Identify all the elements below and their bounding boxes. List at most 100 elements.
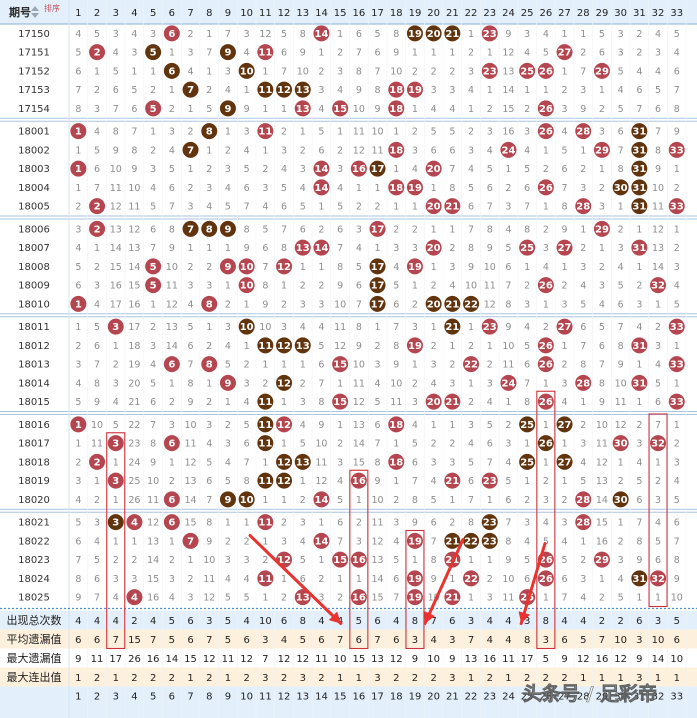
omission-value: 9: [505, 555, 511, 566]
omission-value: 3: [599, 281, 605, 292]
omission-value: 1: [580, 145, 586, 156]
stats-value: 4: [75, 616, 81, 627]
stats-row-label: 最大遗漏值: [7, 651, 62, 665]
omission-value: 6: [393, 299, 399, 310]
ball-number: 6: [168, 29, 175, 40]
ball-number: 25: [520, 457, 534, 468]
stats-value: 7: [374, 635, 380, 646]
consecutive-ball: [519, 416, 536, 433]
omission-value: 14: [166, 341, 178, 352]
ball-number: 5: [150, 48, 157, 59]
omission-value: 5: [636, 476, 642, 487]
drawn-ball: [350, 551, 367, 568]
omission-value: 1: [599, 574, 605, 585]
omission-value: 14: [110, 243, 122, 254]
drawn-ball: [332, 393, 349, 410]
omission-value: 4: [300, 420, 306, 431]
column-number-label: 30: [614, 8, 627, 19]
omission-value: 6: [674, 518, 680, 529]
omission-value: 24: [128, 457, 140, 468]
block-gap: [0, 508, 697, 513]
omission-value: 7: [412, 476, 418, 487]
omission-value: 8: [524, 224, 530, 235]
drawn-ball: [406, 179, 423, 196]
period-label: 18003: [18, 164, 50, 175]
drawn-ball: [481, 25, 498, 42]
ball-number: 30: [614, 439, 628, 450]
omission-value: 1: [300, 476, 306, 487]
footer-number-label: 18: [390, 692, 403, 703]
ball-number: 18: [389, 457, 403, 468]
drawn-ball: [313, 239, 330, 256]
ball-number: 11: [258, 476, 272, 487]
omission-value: 1: [281, 495, 287, 506]
ball-number: 21: [445, 299, 459, 310]
omission-value: 9: [375, 104, 381, 115]
period-label: 18019: [18, 476, 50, 487]
omission-value: 1: [487, 495, 493, 506]
omission-value: 6: [468, 202, 474, 213]
period-label: 18025: [18, 593, 50, 604]
drawn-ball: [444, 589, 461, 606]
omission-value: 21: [128, 397, 140, 408]
omission-value: 1: [412, 104, 418, 115]
omission-value: 17: [110, 299, 122, 310]
omission-value: 1: [674, 341, 680, 352]
omission-value: 1: [318, 555, 324, 566]
omission-value: 2: [225, 536, 231, 547]
block-gap: [0, 215, 697, 220]
omission-value: 1: [225, 518, 231, 529]
period-label: 18009: [18, 281, 50, 292]
drawn-ball: [406, 337, 423, 354]
ball-number: 25: [520, 420, 534, 431]
omission-value: 7: [449, 164, 455, 175]
omission-value: 2: [449, 518, 455, 529]
consecutive-ball: [294, 453, 311, 470]
omission-value: 7: [169, 202, 175, 213]
ball-number: 5: [150, 104, 157, 115]
drawn-ball: [313, 179, 330, 196]
column-number-label: 25: [521, 8, 534, 19]
consecutive-ball: [294, 337, 311, 354]
omission-value: 11: [185, 439, 197, 450]
omission-value: 6: [599, 341, 605, 352]
omission-value: 5: [281, 29, 287, 40]
footer-number-label: 13: [296, 692, 309, 703]
omission-value: 1: [300, 360, 306, 371]
omission-value: 3: [262, 183, 268, 194]
omission-value: 8: [412, 495, 418, 506]
omission-value: 2: [431, 439, 437, 450]
omission-value: 2: [300, 281, 306, 292]
drawn-ball: [276, 416, 293, 433]
ball-number: 8: [206, 299, 213, 310]
omission-value: 1: [431, 420, 437, 431]
stats-value: 2: [393, 673, 399, 684]
omission-value: 14: [596, 495, 608, 506]
ball-number: 26: [539, 66, 553, 77]
omission-value: 2: [244, 360, 250, 371]
omission-value: 8: [375, 85, 381, 96]
stats-value: 5: [356, 616, 362, 627]
drawn-ball: [257, 123, 274, 140]
omission-value: 4: [599, 299, 605, 310]
omission-value: 5: [524, 164, 530, 175]
omission-value: 5: [431, 495, 437, 506]
omission-value: 3: [412, 397, 418, 408]
stats-value: 5: [169, 616, 175, 627]
ball-number: 31: [632, 202, 646, 213]
omission-value: 2: [412, 66, 418, 77]
omission-value: 3: [75, 224, 81, 235]
stats-value: 6: [356, 635, 362, 646]
drawn-ball: [388, 81, 405, 98]
stats-value: 6: [243, 635, 249, 646]
omission-value: 2: [412, 224, 418, 235]
drawn-ball: [575, 198, 592, 215]
omission-value: 6: [188, 341, 194, 352]
drawn-ball: [313, 25, 330, 42]
omission-value: 12: [652, 224, 664, 235]
ball-number: 9: [224, 224, 231, 235]
omission-value: 3: [412, 322, 418, 333]
watermark-text: 头条号 / 足彩帝: [523, 682, 657, 705]
omission-value: 5: [599, 29, 605, 40]
ball-number: 11: [258, 48, 272, 59]
